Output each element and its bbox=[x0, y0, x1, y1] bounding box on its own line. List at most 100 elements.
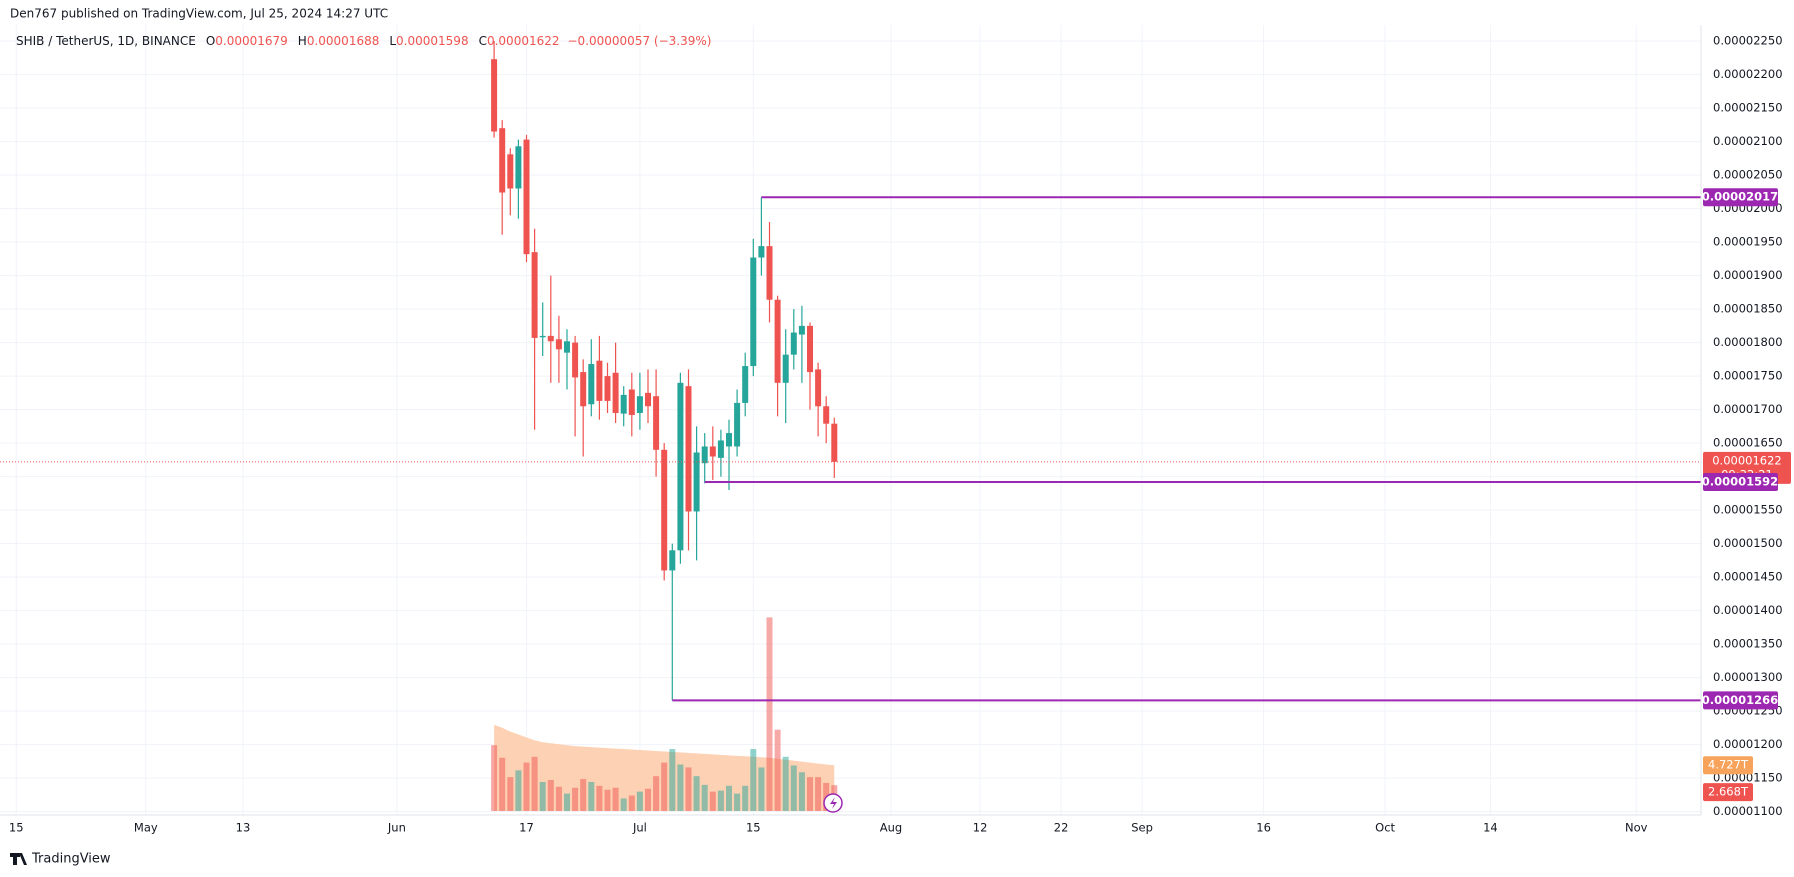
volume-bar bbox=[709, 791, 716, 811]
volume-badge bbox=[1703, 783, 1753, 802]
candle-body bbox=[531, 252, 538, 338]
y-tick-label: 0.00001300 bbox=[1713, 670, 1783, 684]
candle-body bbox=[499, 128, 506, 193]
candle-body bbox=[620, 394, 627, 414]
candle-body bbox=[612, 372, 619, 413]
legend-key: L bbox=[389, 34, 396, 48]
volume-bar bbox=[669, 749, 676, 811]
last-price-label: 0.00001622 bbox=[1712, 453, 1782, 467]
y-tick-label: 0.00001200 bbox=[1713, 737, 1783, 751]
candle-body bbox=[604, 376, 611, 401]
legend: SHIB / TetherUS, 1D, BINANCE O0.00001679 H… bbox=[16, 34, 711, 48]
candle-body bbox=[774, 299, 781, 383]
candle-body bbox=[677, 382, 684, 551]
candle-body bbox=[685, 386, 692, 512]
legend-symbol: SHIB / TetherUS, 1D, BINANCE bbox=[16, 34, 196, 48]
volume-bar bbox=[661, 762, 668, 811]
candle-body bbox=[653, 396, 660, 450]
volume-bar bbox=[491, 745, 498, 811]
alert-icon-bolt bbox=[830, 797, 837, 809]
x-tick-label: 22 bbox=[1054, 821, 1069, 835]
x-tick-label: 16 bbox=[1256, 821, 1271, 835]
candle-body bbox=[661, 449, 668, 571]
candle-body bbox=[758, 246, 765, 258]
y-tick-label: 0.00001800 bbox=[1713, 335, 1783, 349]
y-tick-label: 0.00001350 bbox=[1713, 637, 1783, 651]
y-tick-label: 0.00002100 bbox=[1713, 134, 1783, 148]
volume-bar bbox=[782, 756, 789, 811]
candle-body bbox=[709, 446, 716, 457]
legend-value: 0.00001679 bbox=[215, 34, 288, 48]
volume-bar bbox=[653, 776, 660, 811]
y-tick-label: 0.00001750 bbox=[1713, 369, 1783, 383]
x-tick-label: 15 bbox=[9, 821, 24, 835]
candle-body bbox=[807, 325, 813, 373]
footer-logo bbox=[10, 853, 27, 865]
candle-body bbox=[726, 433, 732, 447]
volume-bar bbox=[596, 785, 603, 811]
candle-body bbox=[547, 335, 554, 342]
volume-bar bbox=[515, 770, 522, 811]
volume-bar bbox=[588, 781, 595, 811]
volume-bar bbox=[636, 791, 643, 811]
volume-bar bbox=[523, 762, 530, 811]
volume-bar bbox=[758, 767, 765, 811]
volume-bar bbox=[693, 776, 700, 811]
volume-bar bbox=[734, 793, 741, 811]
volume-bar bbox=[798, 772, 805, 811]
volume-ma-badge bbox=[1703, 756, 1753, 775]
y-tick-label: 0.00002150 bbox=[1713, 101, 1783, 115]
candle-body bbox=[693, 452, 700, 512]
level-badge bbox=[1703, 691, 1778, 710]
x-tick-label: 15 bbox=[746, 821, 761, 835]
candle-body bbox=[555, 339, 562, 350]
y-tick-label: 0.00001100 bbox=[1713, 804, 1783, 818]
volume-bar bbox=[774, 729, 781, 811]
x-tick-label: Oct bbox=[1375, 821, 1395, 835]
x-tick-label: Sep bbox=[1131, 821, 1153, 835]
volume-bar bbox=[620, 798, 627, 811]
candle-body bbox=[790, 332, 797, 355]
legend-value: 0.00001622 bbox=[487, 34, 560, 48]
candle-body bbox=[539, 335, 546, 338]
header: Den767 published on TradingView.com, Jul… bbox=[10, 7, 388, 21]
volume-bar bbox=[766, 617, 773, 811]
volume-label: 2.668T bbox=[1708, 785, 1749, 799]
y-tick-label: 0.00001500 bbox=[1713, 536, 1783, 550]
volume-bar bbox=[499, 757, 506, 811]
y-tick-label: 0.00002250 bbox=[1713, 34, 1783, 48]
level-label: 0.00001266 bbox=[1702, 693, 1778, 707]
x-tick-label: 17 bbox=[519, 821, 534, 835]
y-tick-label: 0.00001950 bbox=[1713, 235, 1783, 249]
candle-body bbox=[831, 423, 838, 462]
candle-body bbox=[766, 246, 773, 300]
candle-body bbox=[823, 406, 830, 424]
candle-body bbox=[750, 257, 757, 367]
y-tick-label: 0.00001450 bbox=[1713, 570, 1783, 584]
candle-body bbox=[636, 396, 643, 413]
candle-body bbox=[798, 325, 805, 335]
x-tick-label: Aug bbox=[880, 821, 902, 835]
volume-bar bbox=[750, 749, 757, 811]
volume-bar bbox=[807, 777, 813, 811]
x-tick-label: Nov bbox=[1625, 821, 1648, 835]
footer: TradingView bbox=[31, 852, 111, 867]
x-tick-label: 12 bbox=[973, 821, 988, 835]
y-tick-label: 0.00001700 bbox=[1713, 402, 1783, 416]
candle-body bbox=[515, 146, 522, 189]
volume-bar bbox=[547, 780, 554, 811]
volume-bar bbox=[564, 793, 570, 811]
candle-body bbox=[491, 59, 498, 132]
x-tick-label: Jun bbox=[387, 821, 406, 835]
candle-body bbox=[734, 402, 741, 447]
x-tick-label: 13 bbox=[236, 821, 251, 835]
y-tick-label: 0.00002050 bbox=[1713, 168, 1783, 182]
volume-bar bbox=[742, 785, 749, 811]
volume-bar bbox=[572, 787, 579, 811]
level-badge bbox=[1703, 472, 1778, 491]
candle-body bbox=[628, 389, 635, 415]
volume-bar bbox=[604, 789, 611, 811]
level-badge bbox=[1703, 188, 1778, 207]
x-tick-label: 14 bbox=[1483, 821, 1498, 835]
